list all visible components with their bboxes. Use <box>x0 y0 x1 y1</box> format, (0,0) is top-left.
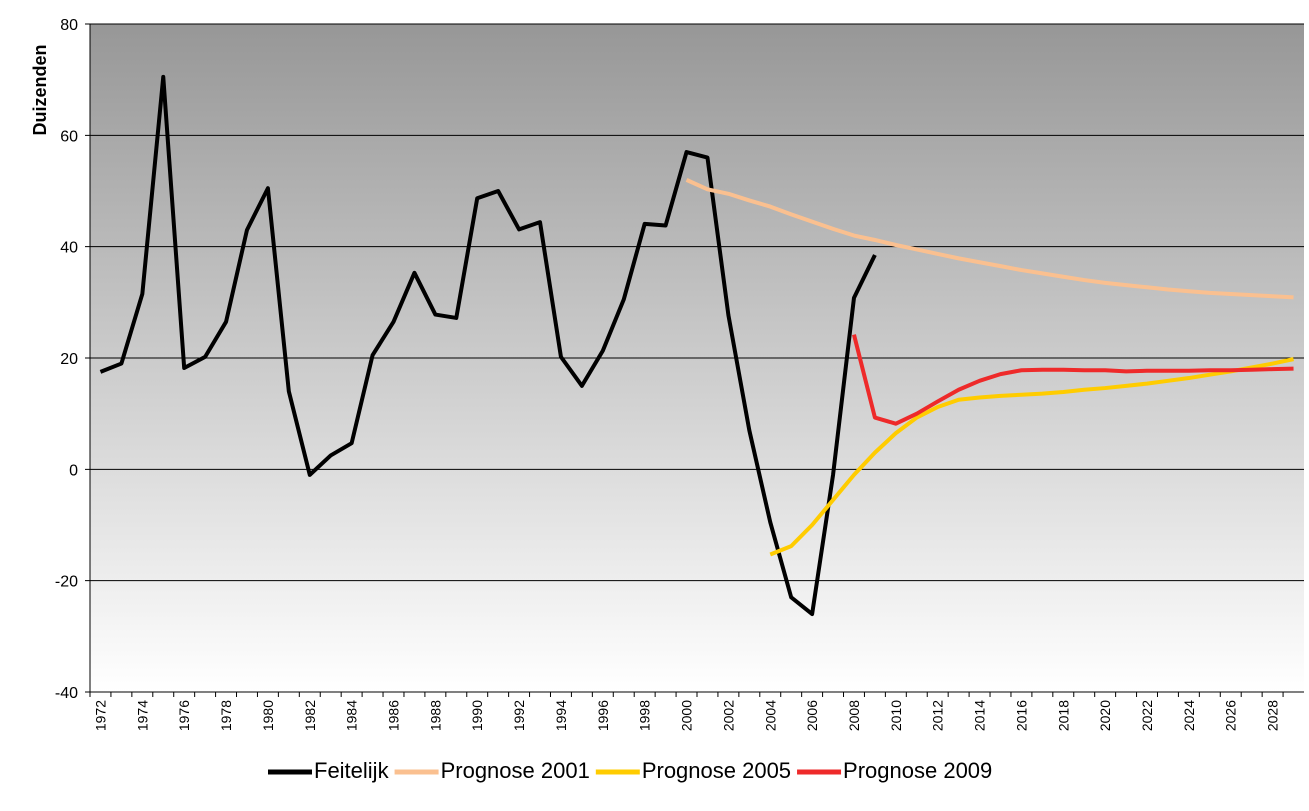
x-tick-label: 1988 <box>427 700 443 731</box>
line-series <box>99 74 877 617</box>
y-tick-label: -40 <box>55 685 78 702</box>
x-tick-label: 1994 <box>553 700 569 731</box>
x-tick-label: 1976 <box>176 700 192 731</box>
x-tick-label: 1974 <box>134 700 150 731</box>
x-tick-label: 2004 <box>762 700 778 731</box>
x-tick-label: 2018 <box>1055 700 1071 731</box>
x-tick-label: 1998 <box>637 700 653 731</box>
x-tick-label: 2026 <box>1223 700 1239 731</box>
line-series <box>769 357 1294 557</box>
x-tick-label: 1972 <box>92 700 108 731</box>
y-tick-label: 60 <box>60 128 78 145</box>
x-tick-label: 1978 <box>218 700 234 731</box>
legend-label: Prognose 2009 <box>843 758 992 783</box>
x-tick-label: 2014 <box>972 700 988 731</box>
x-tick-label: 1984 <box>344 700 360 731</box>
y-axis-label: Duizenden <box>30 44 50 135</box>
x-tick-label: 2008 <box>846 700 862 731</box>
x-tick-label: 1980 <box>260 700 276 731</box>
line-series <box>685 178 1294 300</box>
x-tick-label: 1982 <box>302 700 318 731</box>
x-tick-label: 2016 <box>1013 700 1029 731</box>
x-tick-label: 2022 <box>1139 700 1155 731</box>
legend-label: Prognose 2001 <box>441 758 590 783</box>
y-tick-label: 20 <box>60 351 78 368</box>
x-tick-label: 1996 <box>595 700 611 731</box>
x-tick-label: 2012 <box>930 700 946 731</box>
x-tick-label: 2002 <box>720 700 736 731</box>
legend-label: Feitelijk <box>314 758 390 783</box>
x-tick-label: 1990 <box>469 700 485 731</box>
x-tick-label: 2020 <box>1097 700 1113 731</box>
legend-label: Prognose 2005 <box>642 758 791 783</box>
x-tick-label: 2000 <box>679 700 695 731</box>
x-tick-label: 2010 <box>888 700 904 731</box>
y-tick-label: 40 <box>60 240 78 257</box>
x-tick-label: 2028 <box>1265 700 1281 731</box>
x-tick-label: 1986 <box>386 700 402 731</box>
x-tick-label: 2024 <box>1181 700 1197 731</box>
line-series <box>852 334 1294 426</box>
y-tick-label: -20 <box>55 574 78 591</box>
x-tick-label: 1992 <box>511 700 527 731</box>
x-tick-label: 2006 <box>804 700 820 731</box>
y-tick-label: 0 <box>69 462 78 479</box>
y-tick-label: 80 <box>60 17 78 34</box>
